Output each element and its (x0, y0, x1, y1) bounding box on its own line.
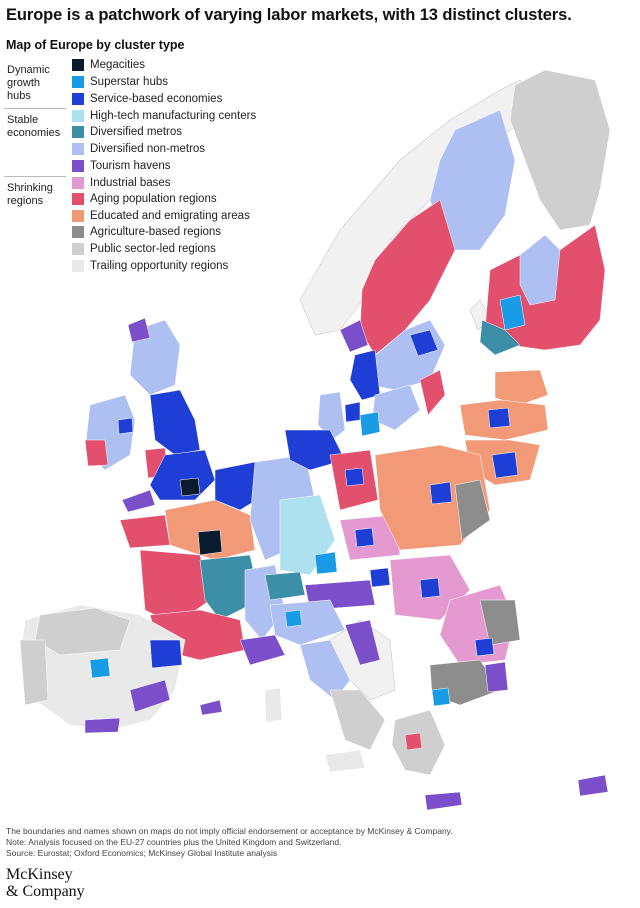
finland-north (509, 69, 611, 231)
cornwall (121, 489, 156, 513)
legend-item-aging-population-regions: Aging population regions (72, 192, 217, 206)
estonia (494, 369, 549, 406)
budapest (419, 577, 441, 599)
footnotes: The boundaries and names shown on maps d… (6, 826, 636, 859)
spain-coast (129, 679, 171, 713)
legend-group-dynamic-growth-hubs: Dynamic growth hubs (7, 64, 50, 102)
legend-item-educated-and-emigrating-areas: Educated and emigrating areas (72, 209, 250, 223)
helsinki (499, 294, 526, 331)
thessaloniki (404, 732, 423, 751)
switzerland (264, 571, 306, 601)
greek-islands (424, 791, 463, 811)
legend-swatch (72, 76, 84, 88)
spain-north (34, 607, 131, 656)
legend-swatch (72, 210, 84, 222)
romania-agri (479, 599, 521, 646)
catalonia (149, 639, 183, 669)
north-norway-sweden (429, 109, 516, 251)
legend-group-stable-economies: Stable economies (7, 114, 61, 139)
legend-item-diversified-non-metros: Diversified non-metros (72, 142, 205, 156)
sardinia (264, 687, 283, 723)
portugal (19, 639, 49, 706)
legend-item-agriculture-based-regions: Agriculture-based regions (72, 225, 221, 239)
croatia-coast (344, 619, 381, 666)
legend-item-high-tech-manufacturing-centers: High-tech manufacturing centers (72, 109, 256, 123)
vienna (369, 567, 391, 588)
dublin (117, 417, 134, 435)
legend-item-trailing-opportunity-regions: Trailing opportunity regions (72, 259, 228, 273)
sweden-north (359, 199, 456, 356)
british-isles (84, 317, 216, 513)
legend-item-megacities: Megacities (72, 58, 145, 72)
source: Source: Eurostat; Oxford Economics; McKi… (6, 848, 278, 858)
legend-swatch (72, 143, 84, 155)
western-europe (19, 461, 286, 734)
eastern-europe (391, 584, 609, 811)
vilnius (491, 451, 519, 479)
legend-item-diversified-metros: Diversified metros (72, 125, 182, 139)
riga (487, 407, 511, 429)
sicily (324, 749, 366, 773)
sofia (431, 687, 451, 707)
algarve (84, 717, 121, 734)
note: Note: Analysis focused on the EU-27 coun… (6, 837, 342, 847)
legend-item-service-based-economies: Service-based economies (72, 92, 222, 106)
poland-east (454, 479, 491, 541)
denmark (317, 391, 346, 441)
madrid (89, 657, 111, 679)
italy-south (329, 689, 386, 751)
baltics (317, 369, 549, 486)
legend-swatch (72, 243, 84, 255)
headline: Europe is a patchwork of varying labor m… (6, 6, 572, 24)
legend-divider (4, 176, 66, 177)
legend-swatch (72, 177, 84, 189)
warsaw (429, 481, 453, 505)
legend-item-superstar-hubs: Superstar hubs (72, 75, 168, 89)
legend-swatch (72, 59, 84, 71)
legend-swatch (72, 93, 84, 105)
norway-west (339, 319, 369, 353)
germany-north (284, 429, 346, 471)
balearics (199, 699, 223, 716)
map-subtitle: Map of Europe by cluster type (6, 38, 185, 52)
legend-item-tourism-havens: Tourism havens (72, 159, 171, 173)
mckinsey-logo: McKinsey & Company (6, 866, 85, 900)
map-legend: Dynamic growth hubs Stable economies Shr… (0, 56, 300, 286)
legend-swatch (72, 110, 84, 122)
legend-swatch (72, 126, 84, 138)
central-europe (249, 429, 491, 773)
legend-divider (4, 108, 66, 109)
brittany (119, 514, 171, 549)
berlin (344, 467, 365, 487)
stockholm (409, 329, 439, 357)
legend-swatch (72, 160, 84, 172)
bulgaria-coast (484, 661, 509, 693)
prague (354, 527, 375, 548)
sweden-east-coast (419, 369, 446, 416)
bucharest (474, 637, 495, 657)
legend-swatch (72, 226, 84, 238)
malmo (359, 411, 381, 437)
ireland-west (84, 439, 109, 467)
scotland-islands (127, 317, 151, 343)
legend-item-public-sector-led-regions: Public sector-led regions (72, 242, 216, 256)
cyprus (577, 774, 609, 797)
map-disclaimer: The boundaries and names shown on maps d… (6, 826, 453, 836)
munich (314, 551, 338, 575)
legend-group-shrinking-regions: Shrinking regions (7, 182, 53, 207)
copenhagen (344, 401, 361, 423)
legend-swatch (72, 260, 84, 272)
london (179, 477, 201, 497)
legend-swatch (72, 193, 84, 205)
milan (284, 609, 303, 628)
riviera (239, 634, 286, 666)
legend-item-industrial-bases: Industrial bases (72, 176, 171, 190)
europe-cluster-map (19, 69, 611, 811)
paris (197, 529, 223, 556)
england-north (149, 389, 201, 456)
finland-center (519, 234, 561, 306)
norway-south (349, 349, 381, 401)
finland-coast (479, 319, 521, 356)
scandinavia (339, 69, 611, 437)
